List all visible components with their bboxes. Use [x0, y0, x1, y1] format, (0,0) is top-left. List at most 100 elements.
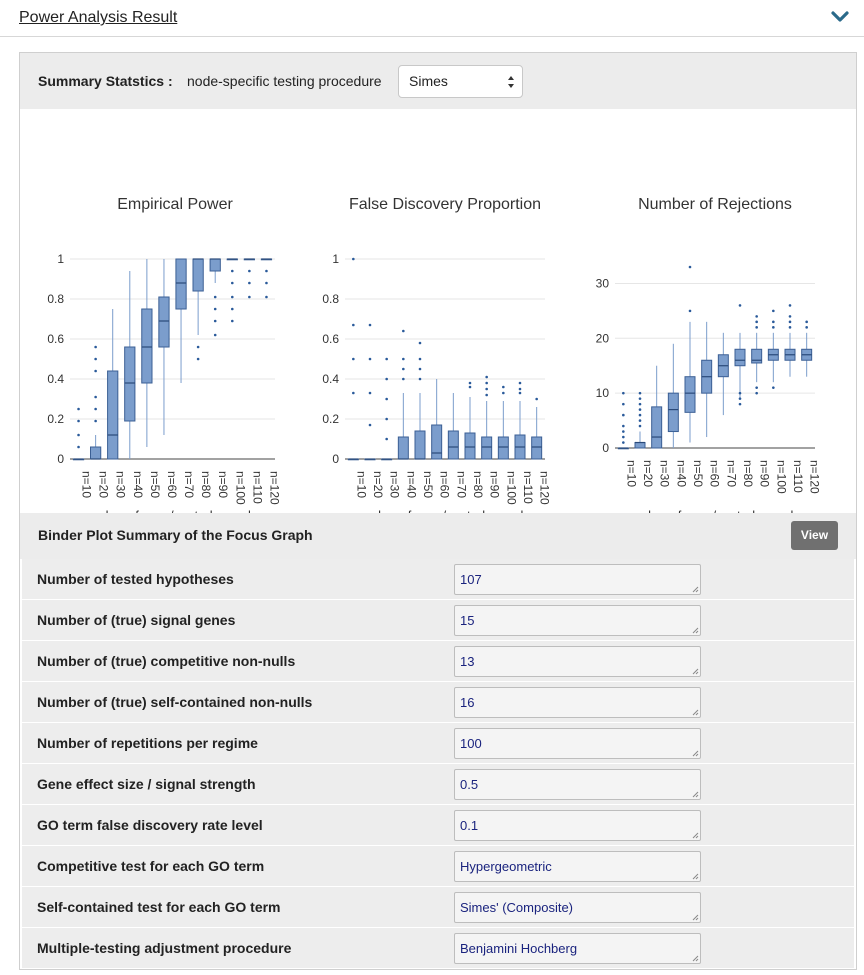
row-value-field[interactable]: Hypergeometric	[454, 851, 701, 882]
x-tick-label: n=80	[741, 460, 755, 487]
outlier-point	[468, 381, 472, 385]
x-tick-label: n=20	[97, 471, 111, 498]
x-tick-label: n=90	[758, 460, 772, 487]
procedure-label: node-specific testing procedure	[187, 73, 382, 89]
table-row: Self-contained test for each GO term Sime…	[22, 887, 854, 928]
resize-grip-icon[interactable]	[691, 708, 699, 716]
outlier-point	[688, 265, 692, 269]
procedure-select[interactable]: Simes	[398, 65, 523, 98]
y-tick-label: 1	[57, 252, 64, 266]
outlier-point	[788, 320, 792, 324]
row-value: Benjamini Hochberg	[460, 941, 578, 956]
y-tick-label: 30	[596, 276, 610, 290]
outlier-point	[402, 367, 405, 371]
outlier-point	[755, 386, 758, 389]
box-body	[684, 376, 696, 413]
outlier-point	[265, 281, 268, 285]
row-value-field[interactable]: 107	[454, 564, 701, 595]
box-body	[651, 406, 663, 449]
outlier-point	[805, 320, 808, 324]
outlier-point	[352, 391, 355, 395]
x-tick-label: n=50	[421, 471, 435, 498]
box-body	[751, 348, 763, 364]
outlier-point	[94, 357, 97, 361]
x-tick-label: n=30	[658, 460, 672, 487]
outlier-point	[622, 435, 625, 439]
outlier-point	[485, 381, 488, 385]
y-tick-label: 0.8	[47, 292, 64, 306]
outlier-point	[265, 269, 268, 273]
x-tick-label: n=20	[641, 460, 655, 487]
table-row: Number of tested hypotheses 107	[22, 559, 854, 600]
row-value-field[interactable]: 100	[454, 728, 701, 759]
outlier-point	[688, 309, 692, 313]
row-value-field[interactable]: 16	[454, 687, 701, 718]
outlier-point	[94, 369, 97, 373]
row-value: 107	[460, 572, 482, 587]
chevron-down-icon[interactable]	[830, 7, 850, 27]
procedure-select-value: Simes	[409, 73, 448, 89]
box-body	[447, 430, 459, 460]
x-tick-label: n=40	[674, 460, 688, 487]
y-tick-label: 0.4	[47, 372, 64, 386]
box-body	[124, 346, 136, 422]
outlier-point	[738, 391, 742, 395]
resize-grip-icon[interactable]	[691, 585, 699, 593]
outlier-point	[622, 402, 625, 406]
row-value-field[interactable]: Benjamini Hochberg	[454, 933, 701, 964]
row-value: 16	[460, 695, 475, 710]
resize-grip-icon[interactable]	[691, 954, 699, 962]
x-tick-label: n=50	[691, 460, 705, 487]
x-tick-label: n=100	[774, 460, 788, 494]
outlier-point	[788, 315, 792, 318]
x-tick-label: n=90	[216, 471, 230, 498]
outlier-point	[772, 309, 775, 313]
outlier-point	[77, 445, 80, 449]
resize-grip-icon[interactable]	[691, 626, 699, 634]
outlier-point	[213, 307, 217, 311]
outlier-point	[622, 391, 625, 395]
x-tick-label: n=100	[233, 471, 247, 505]
x-tick-label: n=70	[182, 471, 196, 498]
row-value: Hypergeometric	[460, 859, 552, 874]
x-tick-label: n=120	[538, 471, 552, 505]
section-header: Power Analysis Result	[0, 0, 864, 37]
box-body	[481, 436, 493, 460]
row-value-field[interactable]: 13	[454, 646, 701, 677]
resize-grip-icon[interactable]	[691, 872, 699, 880]
resize-grip-icon[interactable]	[691, 913, 699, 921]
outlier-point	[755, 320, 758, 324]
box-body	[158, 296, 170, 348]
outlier-point	[385, 357, 388, 361]
resize-grip-icon[interactable]	[691, 749, 699, 757]
x-tick-label: n=50	[148, 471, 162, 498]
outlier-point	[368, 323, 372, 327]
box-body	[107, 370, 119, 460]
outlier-point	[77, 433, 80, 437]
resize-grip-icon[interactable]	[691, 790, 699, 798]
outlier-point	[248, 281, 251, 285]
outlier-point	[518, 381, 522, 385]
outlier-point	[755, 315, 758, 318]
row-value-field[interactable]: 0.5	[454, 769, 701, 800]
row-value-field[interactable]: Simes' (Composite)	[454, 892, 701, 923]
outlier-point	[772, 320, 775, 324]
outlier-point	[213, 319, 217, 323]
box-body	[192, 258, 204, 292]
outlier-point	[418, 357, 422, 361]
row-value-field[interactable]: 15	[454, 605, 701, 636]
outlier-point	[230, 319, 234, 323]
section-title[interactable]: Power Analysis Result	[19, 9, 178, 26]
outlier-point	[94, 345, 97, 349]
view-button[interactable]: View	[791, 521, 838, 550]
resize-grip-icon[interactable]	[691, 667, 699, 675]
outlier-point	[196, 357, 200, 361]
row-value-field[interactable]: 0.1	[454, 810, 701, 841]
x-tick-label: n=30	[388, 471, 402, 498]
outlier-point	[402, 329, 405, 333]
box-body	[431, 424, 443, 460]
outlier-point	[213, 333, 217, 337]
outlier-point	[352, 323, 355, 327]
resize-grip-icon[interactable]	[691, 831, 699, 839]
x-tick-label: n=60	[438, 471, 452, 498]
